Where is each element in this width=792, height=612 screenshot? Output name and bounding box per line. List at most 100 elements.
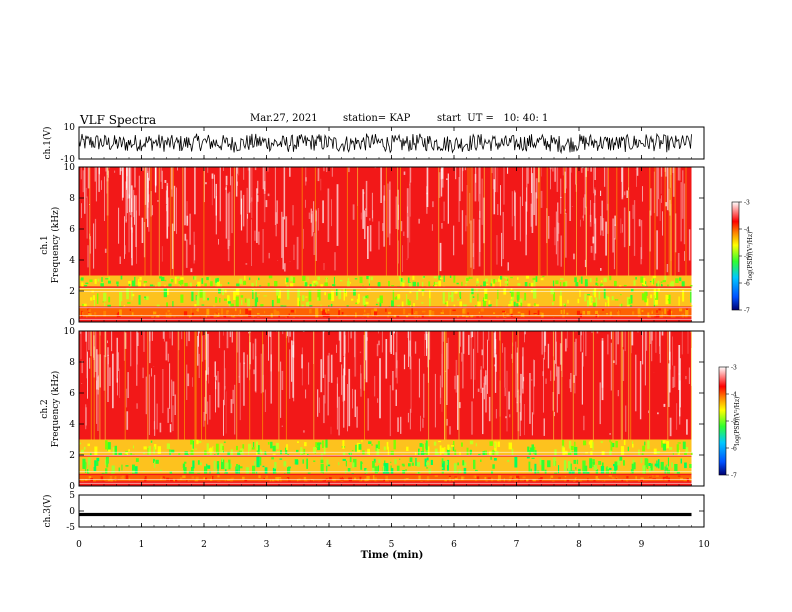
spec2-band-cell xyxy=(304,442,307,447)
spec2-speckle xyxy=(293,331,295,358)
spec2-band-cell xyxy=(449,447,452,450)
spec1-band-cell xyxy=(653,295,655,305)
spec2-burst xyxy=(553,331,555,440)
spec1-band-cell xyxy=(555,280,559,285)
spec2-speckle xyxy=(651,331,653,362)
spec2-band-cell xyxy=(287,454,289,455)
spec2-speckle xyxy=(88,331,90,351)
spec1-ytick-label-1: 2 xyxy=(69,287,75,297)
spec2-speckle xyxy=(485,375,487,413)
spec2-band-cell xyxy=(616,476,618,480)
ch1-colorbar-label: log(PSD)(V²/Hz) xyxy=(747,232,754,281)
spec1-speckle xyxy=(382,223,384,232)
spec2-speckle xyxy=(446,418,448,426)
spec2-speckle xyxy=(207,333,209,375)
spec2-speckle xyxy=(439,375,441,405)
spec1-band-cell xyxy=(661,311,663,318)
spec1-speckle xyxy=(194,167,196,215)
spec2-band-cell xyxy=(274,471,277,474)
spec2-band-cell xyxy=(475,443,477,447)
spec2-speckle xyxy=(215,375,218,381)
spec1-speckle xyxy=(101,180,102,190)
spec2-band-cell xyxy=(183,467,187,474)
spec2-speckle xyxy=(502,343,503,353)
spec2-speckle xyxy=(511,353,513,359)
spec1-speckle xyxy=(620,218,622,234)
spec2-speckle xyxy=(167,353,169,362)
spec1-speckle xyxy=(626,190,628,198)
spec2-speckle xyxy=(225,391,227,434)
spec1-band-cell xyxy=(348,310,352,313)
spec1-band-cell xyxy=(356,298,359,304)
spec2-band-cell xyxy=(256,471,258,474)
spec1-band-cell xyxy=(510,288,513,292)
spec1-band-cell xyxy=(276,295,281,304)
spec1-ytick-label-4: 8 xyxy=(69,194,75,204)
spec1-band-cell xyxy=(306,313,309,315)
spec2-speckle xyxy=(238,331,241,383)
spec2-band-cell xyxy=(574,478,576,480)
spec2-band-cell xyxy=(345,460,347,467)
spec1-band-cell xyxy=(349,282,351,284)
spec1-burst xyxy=(233,167,235,276)
spec1-band-cell xyxy=(560,282,562,287)
spec2-speckle xyxy=(470,331,473,380)
spec2-band-cell xyxy=(275,477,278,481)
spec2-band-cell xyxy=(469,440,474,445)
spec2-band-cell xyxy=(121,464,123,471)
spec1-speckle xyxy=(194,244,196,261)
spec1-band-cell xyxy=(482,300,485,302)
spec2-band-cell xyxy=(688,477,691,480)
spec2-band-cell xyxy=(313,460,316,462)
spec2-speckle xyxy=(352,388,353,409)
spec1-band-cell xyxy=(637,308,641,314)
spec2-speckle xyxy=(488,331,490,341)
spec2-band-cell xyxy=(227,479,231,481)
spec1-band-cell xyxy=(303,285,306,287)
spec2-speckle xyxy=(231,331,233,343)
spec2-band-cell xyxy=(242,444,245,449)
spec1-band-cell xyxy=(421,289,425,292)
spec2-band-cell xyxy=(120,476,123,479)
spec2-band-cell xyxy=(592,441,594,451)
spec2-speckle xyxy=(224,386,226,389)
spec1-speckle xyxy=(527,167,529,184)
spec2-speckle xyxy=(409,340,411,357)
spec2-band-cell xyxy=(351,450,354,452)
spec2-speckle xyxy=(324,374,326,404)
spec1-speckle xyxy=(660,167,663,177)
spec2-band-cell xyxy=(434,448,438,455)
spec1-band-cell xyxy=(311,284,316,287)
spec2-band-cell xyxy=(452,444,455,451)
spec2-band-cell xyxy=(662,476,666,481)
spec1-band-cell xyxy=(364,304,367,307)
spec1-speckle xyxy=(410,167,412,183)
spec2-band-cell xyxy=(409,479,412,481)
spec2-band-cell xyxy=(439,467,444,469)
spec2-speckle xyxy=(186,364,188,400)
spec1-band-cell xyxy=(503,276,507,278)
spec1-speckle xyxy=(640,220,643,259)
spec1-band-cell xyxy=(657,288,660,292)
spec2-band-cell xyxy=(424,480,428,482)
spec2-speckle xyxy=(556,366,558,413)
spec2-band-cell xyxy=(531,444,534,453)
spec2-band-cell xyxy=(296,449,299,453)
spec1-speckle xyxy=(378,221,380,250)
spec2-band-cell xyxy=(418,448,420,455)
spec1-burst xyxy=(674,167,676,276)
spec2-ytick-label-4: 8 xyxy=(69,358,75,368)
spec1-speckle xyxy=(230,167,231,186)
spec1-band-cell xyxy=(89,279,93,283)
spec1-speckle xyxy=(296,236,299,270)
spec1-band-cell xyxy=(476,280,480,284)
spec1-band-cell xyxy=(510,312,513,317)
spec2-band-cell xyxy=(597,479,600,482)
spec2-speckle xyxy=(468,334,470,355)
spec1-speckle xyxy=(251,219,252,266)
spec2-band-cell xyxy=(252,465,256,474)
spec1-band-cell xyxy=(685,308,689,310)
spec1-band-cell xyxy=(675,278,679,283)
spec1-band-cell xyxy=(601,285,604,287)
